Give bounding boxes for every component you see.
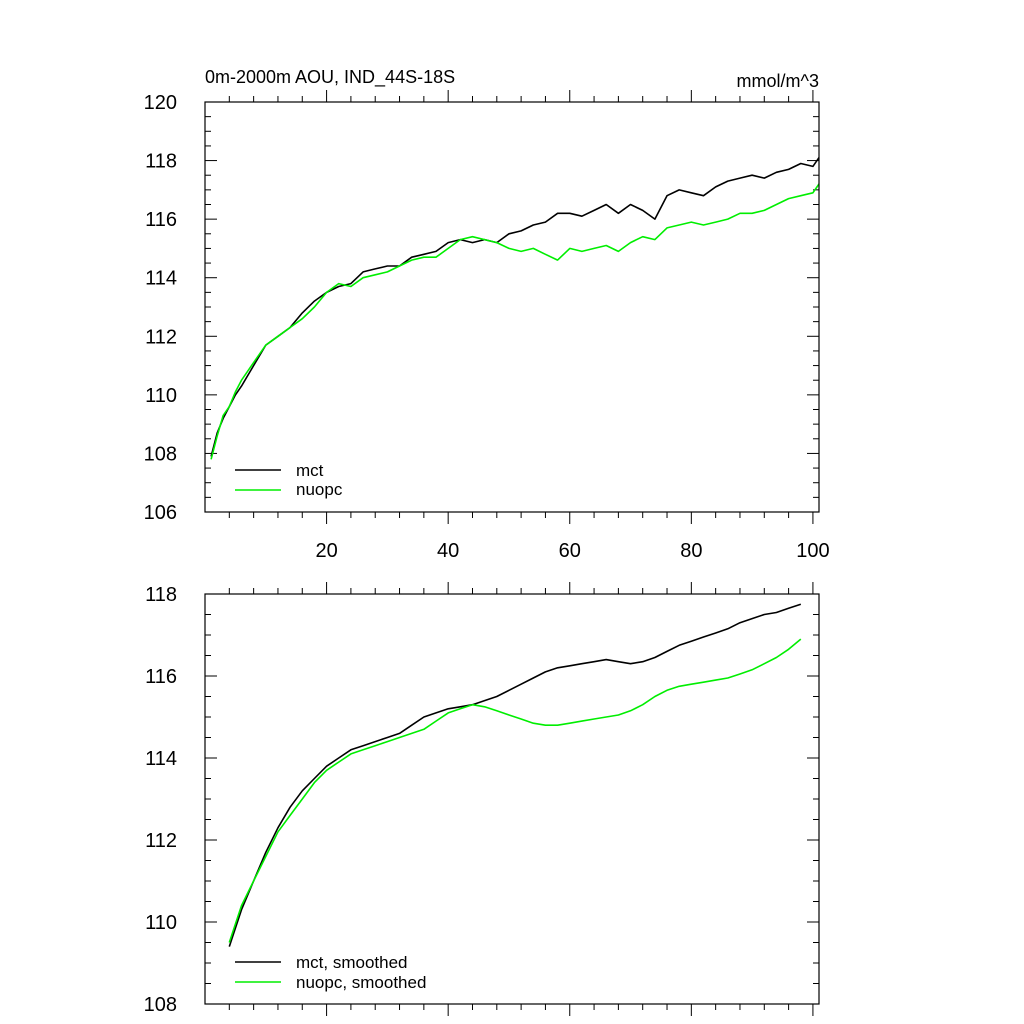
legend-label-nuopc-smoothed: nuopc, smoothed (296, 973, 426, 992)
ytick-label: 114 (145, 268, 177, 290)
top-xtick-labels: 20 40 60 80 100 (315, 540, 829, 562)
top-title-right: mmol/m^3 (737, 71, 819, 91)
bottom-legend: mct, smoothed nuopc, smoothed (235, 953, 426, 992)
legend-label-mct-smoothed: mct, smoothed (296, 953, 408, 972)
ytick-label: 120 (144, 92, 177, 114)
ytick-label: 112 (145, 830, 177, 852)
xtick-label: 100 (796, 540, 829, 562)
ytick-label: 118 (145, 584, 177, 606)
bottom-ticks (205, 582, 819, 1016)
ytick-label: 108 (144, 994, 177, 1016)
xtick-label: 40 (437, 540, 459, 562)
ytick-label: 110 (145, 912, 177, 934)
xtick-label: 80 (680, 540, 702, 562)
ytick-label: 106 (144, 502, 177, 524)
ytick-label: 114 (145, 748, 177, 770)
top-ytick-labels: 106 108 110 112 114 116 118 120 (144, 92, 177, 524)
series-line-nuopc-smoothed (228, 638, 802, 943)
ytick-label: 110 (145, 385, 177, 407)
ytick-label: 118 (145, 151, 177, 173)
top-title-left: 0m-2000m AOU, IND_44S-18S (205, 67, 455, 88)
bottom-panel: 108 110 112 114 116 118 mct, smoothed nuopc, … (144, 582, 820, 1016)
xtick-label: 20 (315, 540, 337, 562)
bottom-ytick-labels: 108 110 112 114 116 118 (144, 584, 177, 1016)
series-line-mct (210, 157, 820, 457)
bottom-series (228, 603, 802, 947)
ytick-label: 116 (145, 666, 177, 688)
series-line-mct-smoothed (228, 603, 802, 947)
top-plot-frame (204, 101, 820, 513)
ytick-label: 112 (145, 326, 177, 348)
top-ticks (205, 90, 819, 524)
top-series (210, 157, 820, 460)
series-line-nuopc (210, 183, 820, 460)
top-legend: mct nuopc (235, 461, 343, 499)
ytick-label: 116 (145, 209, 177, 231)
bottom-plot-frame (204, 593, 820, 1005)
legend-label-mct: mct (296, 461, 324, 480)
xtick-label: 60 (559, 540, 581, 562)
ytick-label: 108 (144, 443, 177, 465)
legend-label-nuopc: nuopc (296, 480, 343, 499)
top-panel: 0m-2000m AOU, IND_44S-18S mmol/m^3 10610… (144, 67, 830, 562)
